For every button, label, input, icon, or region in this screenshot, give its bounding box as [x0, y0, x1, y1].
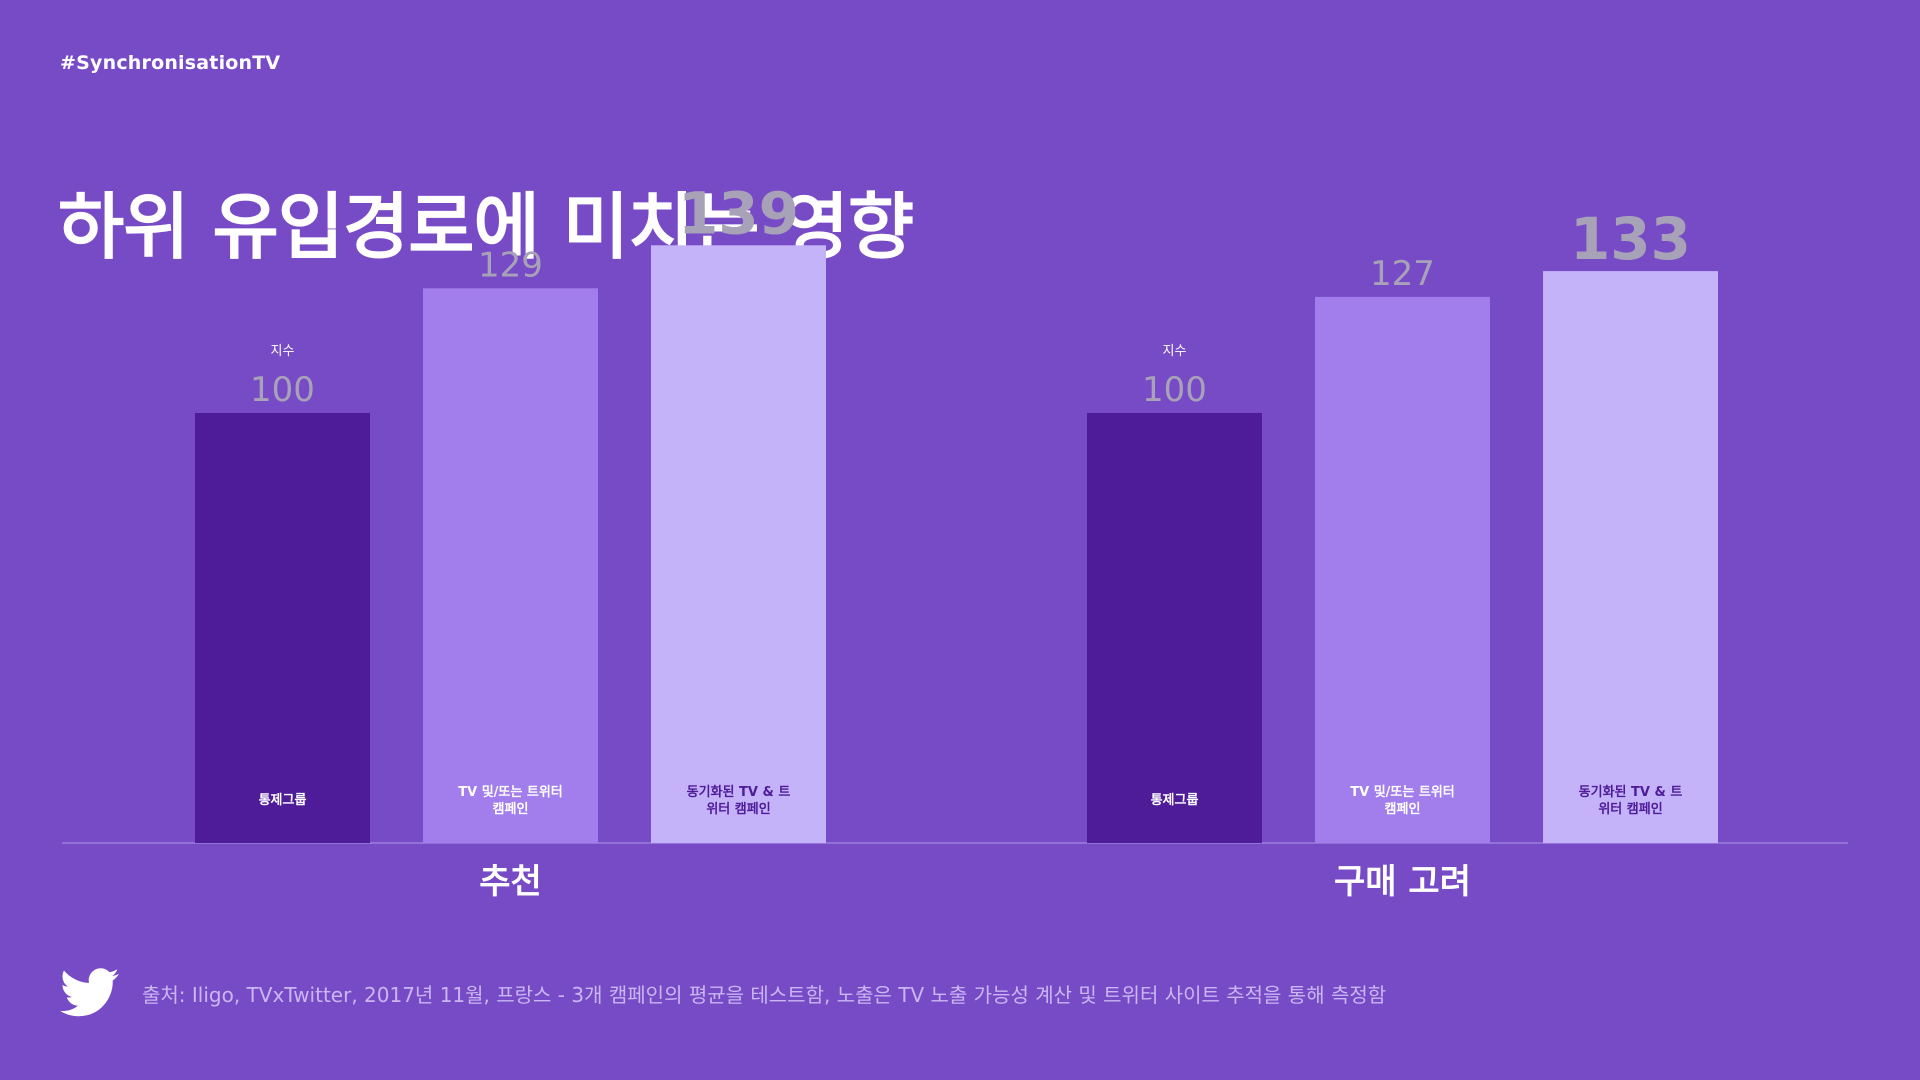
group-label: 추천 — [479, 862, 542, 902]
value-label: 100 — [1142, 370, 1207, 410]
value-label: 100 — [250, 370, 315, 410]
source-note: 출처: Iligo, TVxTwitter, 2017년 11월, 프랑스 - … — [60, 968, 1386, 1018]
category-label: 캠페인 — [493, 801, 529, 817]
index-label: 지수 — [1163, 344, 1187, 359]
value-label: 139 — [678, 179, 799, 247]
index-label: 지수 — [271, 344, 295, 359]
category-label: 통제그룹 — [259, 792, 307, 808]
source-text: 출처: Iligo, TVxTwitter, 2017년 11월, 프랑스 - … — [142, 982, 1387, 1007]
group-label: 구매 고려 — [1334, 862, 1471, 902]
category-label: 캠페인 — [1385, 801, 1421, 817]
value-label: 127 — [1370, 254, 1435, 294]
bar-2-1 — [1087, 413, 1262, 843]
twitter-bird-icon — [60, 968, 119, 1017]
category-label: TV 및/또는 트위터 — [1350, 784, 1455, 800]
bar-2-3 — [1543, 271, 1718, 844]
value-label: 129 — [478, 245, 543, 285]
category-label: 위터 캠페인 — [706, 801, 770, 817]
category-label: 동기화된 TV & 트 — [687, 784, 791, 800]
bar-1-2 — [423, 288, 598, 843]
bar-2-2 — [1315, 296, 1490, 843]
hashtag: #SynchronisationTV — [60, 52, 281, 74]
category-label: 위터 캠페인 — [1598, 801, 1662, 817]
category-label: 통제그룹 — [1151, 792, 1199, 808]
bar-1-1 — [195, 413, 370, 843]
value-label: 133 — [1570, 205, 1691, 273]
category-label: 동기화된 TV & 트 — [1579, 784, 1683, 800]
bar-1-3 — [651, 245, 826, 844]
category-label: TV 및/또는 트위터 — [458, 784, 563, 800]
